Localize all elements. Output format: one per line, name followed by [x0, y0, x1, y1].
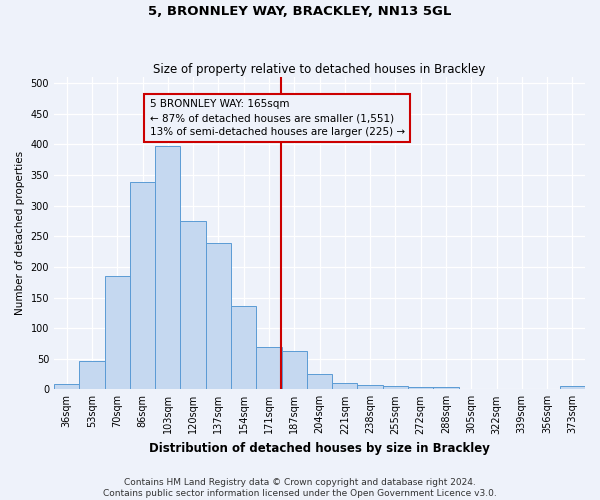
Text: 5, BRONNLEY WAY, BRACKLEY, NN13 5GL: 5, BRONNLEY WAY, BRACKLEY, NN13 5GL — [148, 5, 452, 18]
Bar — [383, 386, 408, 390]
Text: 5 BRONNLEY WAY: 165sqm
← 87% of detached houses are smaller (1,551)
13% of semi-: 5 BRONNLEY WAY: 165sqm ← 87% of detached… — [149, 99, 405, 137]
Bar — [54, 384, 79, 390]
Y-axis label: Number of detached properties: Number of detached properties — [15, 151, 25, 316]
Bar — [433, 387, 458, 390]
Bar — [358, 385, 383, 390]
Bar — [181, 221, 206, 390]
X-axis label: Distribution of detached houses by size in Brackley: Distribution of detached houses by size … — [149, 442, 490, 455]
Bar — [155, 146, 181, 390]
Bar — [256, 347, 281, 390]
Bar — [130, 182, 155, 390]
Bar — [79, 361, 104, 390]
Title: Size of property relative to detached houses in Brackley: Size of property relative to detached ho… — [154, 63, 486, 76]
Text: Contains HM Land Registry data © Crown copyright and database right 2024.
Contai: Contains HM Land Registry data © Crown c… — [103, 478, 497, 498]
Bar — [281, 352, 307, 390]
Bar — [560, 386, 585, 390]
Bar — [307, 374, 332, 390]
Bar — [231, 306, 256, 390]
Bar — [206, 243, 231, 390]
Bar — [104, 276, 130, 390]
Bar — [332, 382, 358, 390]
Bar — [408, 387, 433, 390]
